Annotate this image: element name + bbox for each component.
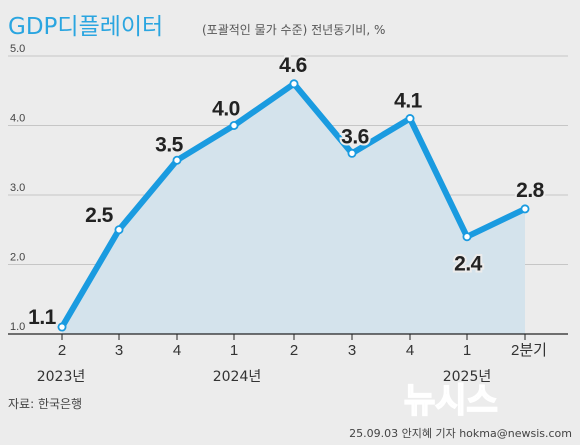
data-labels: 1.1 2.5 3.5 4.0 4.6 3.6 4.1 2.4 2.8 bbox=[26, 52, 547, 331]
x-axis-ticks: 2 3 4 1 2 3 4 1 2분기 bbox=[58, 334, 547, 359]
source-note: 자료: 한국은행 bbox=[8, 396, 82, 411]
data-label: 2.4 bbox=[454, 253, 483, 276]
data-label: 4.0 bbox=[212, 98, 240, 121]
y-tick-label: 2.0 bbox=[10, 252, 25, 264]
x-tick-label: 1 bbox=[230, 342, 238, 359]
y-tick-label: 3.0 bbox=[10, 182, 25, 194]
year-label-2025: 2025년 bbox=[443, 369, 492, 385]
area-fill-shape bbox=[62, 83, 525, 334]
data-label: 4.1 bbox=[394, 90, 423, 113]
y-axis-ticks: 1.0 2.0 3.0 4.0 5.0 bbox=[10, 43, 25, 333]
data-point bbox=[520, 204, 530, 214]
data-point bbox=[229, 121, 239, 131]
data-label: 4.6 bbox=[279, 54, 307, 77]
data-label: 2.8 bbox=[516, 179, 545, 202]
year-label-2024: 2024년 bbox=[213, 369, 262, 385]
x-tick-label: 2 bbox=[58, 342, 66, 359]
data-point bbox=[462, 232, 472, 242]
newsis-logo: 뉴시스 bbox=[404, 381, 498, 421]
x-tick-label: 2분기 bbox=[511, 342, 547, 359]
chart-title: GDP디플레이터 bbox=[8, 14, 163, 40]
data-point bbox=[172, 155, 182, 165]
x-tick-label: 1 bbox=[463, 342, 471, 359]
y-tick-label: 4.0 bbox=[10, 113, 25, 125]
x-tick-label: 3 bbox=[348, 342, 356, 359]
x-tick-label: 4 bbox=[406, 342, 414, 359]
data-label: 2.5 bbox=[85, 204, 114, 227]
data-points bbox=[57, 79, 530, 332]
credit-line: 25.09.03 안지혜 기자 hokma@newsis.com bbox=[349, 427, 572, 440]
y-tick-label: 5.0 bbox=[10, 43, 25, 55]
data-point bbox=[347, 148, 357, 158]
year-label-2023: 2023년 bbox=[37, 369, 86, 385]
x-tick-label: 3 bbox=[115, 342, 123, 359]
data-point bbox=[114, 225, 124, 235]
data-point bbox=[405, 114, 415, 124]
chart-subtitle: (포괄적인 물가 수준) 전년동기비, % bbox=[202, 23, 385, 37]
data-label: 3.5 bbox=[155, 133, 184, 156]
data-point bbox=[57, 322, 67, 332]
x-tick-label: 4 bbox=[173, 342, 181, 359]
data-label: 1.1 bbox=[28, 306, 57, 329]
data-point bbox=[289, 79, 299, 89]
area-fill bbox=[62, 83, 525, 334]
data-label: 3.6 bbox=[341, 125, 369, 148]
y-tick-label: 1.0 bbox=[10, 321, 25, 333]
x-tick-label: 2 bbox=[290, 342, 298, 359]
